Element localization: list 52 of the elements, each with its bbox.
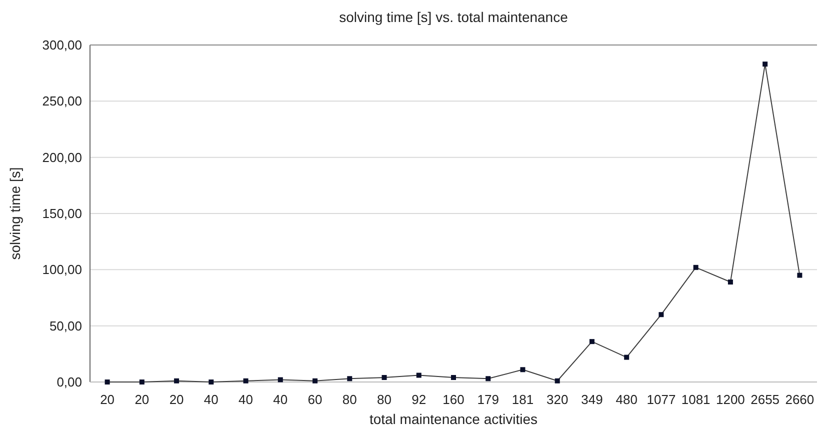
- x-tick-label: 1077: [646, 392, 676, 407]
- x-tick-label: 320: [546, 392, 568, 407]
- x-tick-label: 60: [308, 392, 322, 407]
- y-tick-label: 200,00: [42, 150, 82, 165]
- point: [693, 264, 698, 270]
- y-tick-label: 250,00: [42, 94, 82, 109]
- point: [312, 378, 318, 384]
- point: [554, 378, 560, 384]
- x-axis-title: total maintenance activities: [369, 411, 538, 427]
- point: [728, 280, 733, 285]
- point: [416, 372, 422, 378]
- x-tick-label: 349: [581, 392, 603, 407]
- point: [486, 376, 491, 382]
- x-tick-label: 160: [442, 392, 464, 407]
- point: [174, 378, 180, 384]
- x-tick-label: 40: [204, 392, 218, 407]
- point: [520, 367, 526, 372]
- point: [589, 339, 594, 344]
- point: [104, 380, 110, 384]
- y-tick-label: 100,00: [42, 262, 82, 278]
- point: [382, 375, 387, 380]
- point: [797, 272, 802, 278]
- x-tick-label: 80: [377, 392, 392, 407]
- point: [451, 375, 456, 380]
- point: [243, 378, 248, 384]
- x-tick-label: 20: [100, 392, 115, 407]
- point: [347, 376, 352, 382]
- point: [139, 380, 144, 384]
- point: [208, 380, 214, 384]
- x-tick-label: 20: [134, 392, 150, 407]
- point: [658, 312, 664, 318]
- x-tick-label: 2655: [750, 392, 780, 407]
- x-tick-label: 40: [273, 392, 288, 407]
- y-tick-label: 0,00: [56, 374, 82, 390]
- x-tick-label: 20: [169, 392, 184, 407]
- x-tick-label: 92: [412, 392, 426, 407]
- x-tick-label: 2660: [785, 392, 814, 407]
- point: [278, 377, 283, 382]
- x-tick-label: 1200: [716, 392, 745, 407]
- x-tick-label: 181: [512, 392, 534, 407]
- x-tick-label: 40: [238, 392, 254, 407]
- y-tick-label: 300,00: [42, 38, 82, 53]
- chart-title: solving time [s] vs. total maintenance: [339, 9, 568, 25]
- x-tick-label: 480: [616, 392, 638, 407]
- x-tick-label: 80: [342, 392, 357, 407]
- point: [624, 354, 630, 360]
- y-tick-label: 50,00: [49, 318, 82, 334]
- y-axis-title: solving time [s]: [7, 167, 23, 260]
- y-tick-label: 150,00: [42, 206, 82, 222]
- x-tick-label: 179: [477, 392, 499, 407]
- point: [762, 62, 768, 67]
- x-tick-label: 1081: [681, 392, 710, 407]
